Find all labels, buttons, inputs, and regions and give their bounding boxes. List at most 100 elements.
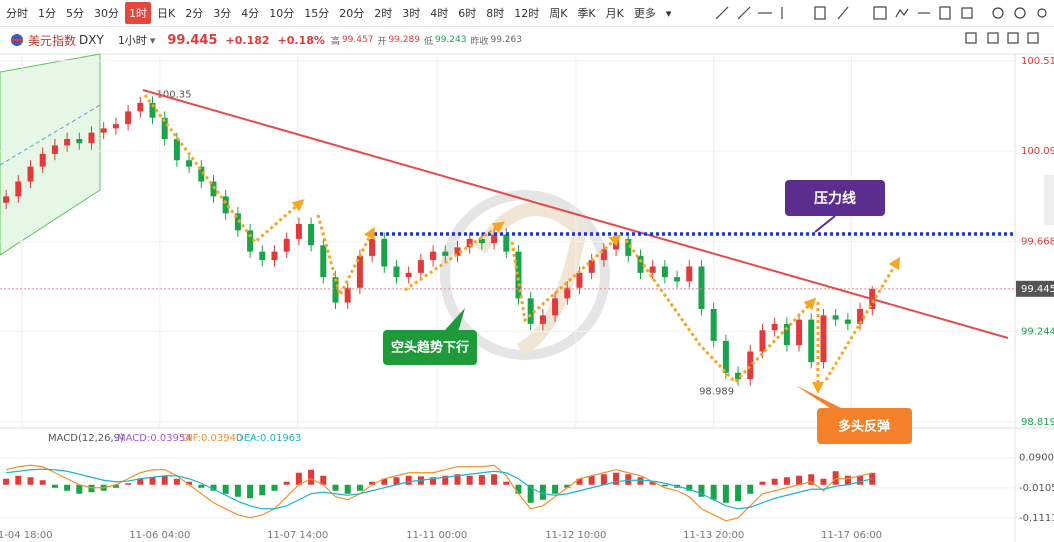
candle-body: [320, 245, 327, 278]
pointer: [795, 385, 845, 410]
interval-tab[interactable]: 6时: [458, 7, 477, 20]
arrows: [143, 94, 901, 394]
stat-label: 高: [330, 36, 340, 47]
candle-body: [820, 315, 827, 363]
y-tick-label: -0.11119: [1019, 513, 1054, 524]
legend-entry: DEA:0.01963: [236, 433, 301, 444]
interval-tab[interactable]: 4时: [430, 7, 449, 20]
x-tick-label: 11-04 18:00: [0, 530, 53, 541]
macd-bar: [674, 484, 681, 488]
candle-body: [161, 117, 168, 139]
candle-body: [686, 266, 693, 282]
macd-bar: [747, 484, 754, 494]
macd-bar: [869, 472, 876, 485]
x-tick-label: 11-07 14:00: [267, 530, 328, 541]
trend-line: [142, 89, 1009, 339]
candle-body: [210, 181, 217, 197]
macd-bar: [125, 483, 132, 485]
interval-tab[interactable]: 15分: [304, 7, 330, 20]
y-tick-label: 99.244: [1021, 327, 1054, 338]
macd-bar: [613, 472, 620, 485]
candle-body: [478, 238, 485, 244]
y-tick-label: 98.819: [1021, 417, 1054, 428]
macd-bar: [552, 484, 559, 494]
interval-tab[interactable]: 5分: [66, 7, 84, 20]
interval-tab[interactable]: 月K: [605, 7, 624, 20]
pointer: [445, 308, 465, 332]
interval-tab[interactable]: 8时: [486, 7, 505, 20]
candle-body: [137, 102, 144, 112]
annotation: 多头反弹: [838, 419, 890, 435]
candle-body: [27, 166, 34, 182]
bull-box: [817, 408, 912, 444]
macd-line: [5, 464, 873, 522]
interval-tab[interactable]: 分时: [6, 7, 28, 20]
macd-bar: [198, 484, 205, 488]
macd-bar: [186, 481, 193, 485]
candle-body: [783, 323, 790, 346]
candle-body: [649, 266, 656, 273]
interval-tab[interactable]: 30分: [94, 7, 119, 20]
candle-body: [198, 166, 205, 182]
macd-bar: [344, 484, 351, 494]
annotation: 空头趋势下行: [391, 340, 469, 356]
candle-body: [588, 260, 595, 273]
macd-bar: [222, 484, 229, 494]
macd-bar: [259, 484, 266, 496]
candle-body: [295, 224, 302, 239]
x-tick-label: 11-12 10:00: [545, 530, 606, 541]
macd-bar: [698, 484, 705, 497]
candle-body: [661, 266, 668, 278]
macd-bar: [51, 484, 58, 488]
candle-body: [186, 160, 193, 167]
candle-body: [234, 213, 241, 231]
y-tick-label: 100.093: [1021, 146, 1054, 157]
channel-mid: [0, 104, 101, 166]
candle-body: [393, 266, 400, 278]
interval-tab[interactable]: 12时: [514, 7, 540, 20]
interval-tab[interactable]: 20分: [339, 7, 365, 20]
interval-tab[interactable]: 季K: [577, 7, 596, 20]
candle-body: [539, 315, 546, 324]
period[interactable]: 1小时: [117, 34, 147, 47]
interval-tab[interactable]: 3时: [402, 7, 421, 20]
symbol-code: DXY: [79, 33, 104, 47]
stat-value: 99.457: [341, 35, 374, 45]
macd-bar: [64, 484, 71, 491]
side-tab[interactable]: [1044, 175, 1054, 225]
annotation: 压力线: [814, 190, 856, 207]
macd-bar: [588, 475, 595, 485]
high-label: 100.35: [156, 90, 191, 101]
macd-bar: [844, 475, 851, 485]
interval-tab[interactable]: 4分: [241, 7, 260, 20]
macd-bar: [137, 478, 144, 485]
macd-bar: [771, 478, 778, 485]
candle-body: [344, 287, 351, 303]
macd-bar: [625, 474, 632, 485]
interval-tab[interactable]: 日K: [157, 7, 176, 20]
interval-tab[interactable]: 3分: [213, 7, 232, 20]
more-button[interactable]: 更多: [633, 7, 656, 20]
macd-bar: [637, 477, 644, 485]
candle-body: [832, 315, 839, 320]
candle-body: [381, 238, 388, 267]
interval-tab[interactable]: 1分: [38, 7, 56, 20]
interval-tab[interactable]: 1时: [125, 2, 151, 24]
legend-entry: DIF:0.03940: [182, 433, 242, 444]
toolbar: 分时 1分 5分 30分 1时 日K 2分 3分 4分 10分 15分 20分 2时 3时 4时 6时 8时 12…: [0, 0, 1054, 27]
candle-body: [39, 153, 46, 167]
bear-box: [383, 330, 477, 365]
macd-bar: [735, 484, 742, 502]
interval-tab[interactable]: 2时: [374, 7, 393, 20]
candle-body: [747, 351, 754, 380]
y-tick-label: 100.518: [1021, 56, 1054, 67]
stat-label: 低: [423, 36, 433, 47]
macd-bar: [808, 474, 815, 485]
macd-bar: [149, 477, 156, 485]
candle-body: [600, 249, 607, 261]
candle-body: [674, 277, 681, 282]
candle-body: [857, 309, 864, 324]
interval-tab[interactable]: 10分: [269, 7, 295, 20]
interval-tab[interactable]: 2分: [185, 7, 204, 20]
interval-tab[interactable]: 周K: [549, 7, 568, 20]
